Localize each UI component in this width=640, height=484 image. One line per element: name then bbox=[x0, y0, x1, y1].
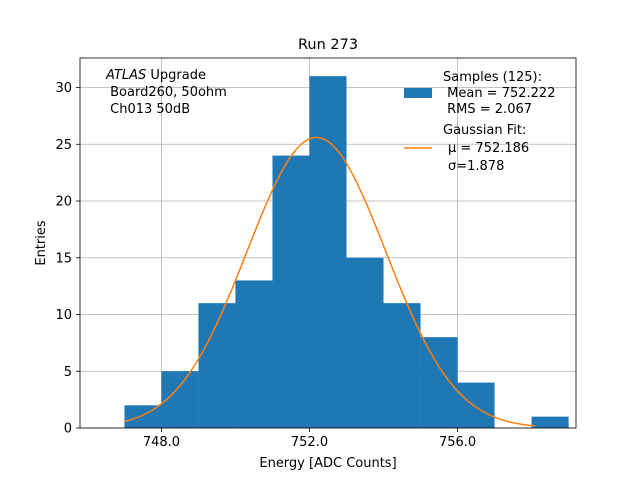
legend-samples-mean: Mean = 752.222 bbox=[443, 86, 555, 101]
y-tick-label: 5 bbox=[64, 365, 72, 380]
y-tick-label: 20 bbox=[55, 195, 72, 210]
legend-fit-title: Gaussian Fit: bbox=[443, 123, 526, 138]
histogram-bar bbox=[124, 405, 162, 428]
plot-frame bbox=[79, 57, 577, 429]
y-tick-label: 0 bbox=[64, 422, 72, 437]
legend: Samples (125): Mean = 752.222 RMS = 2.06… bbox=[404, 70, 555, 174]
annotation-atlas: ATLAS bbox=[105, 68, 146, 83]
y-tick-label: 30 bbox=[55, 81, 72, 96]
x-tick-label: 748.0 bbox=[143, 435, 180, 450]
x-tick-label: 752.0 bbox=[291, 435, 328, 450]
annotation-channel: Ch013 50dB bbox=[106, 102, 190, 117]
histogram-bar bbox=[235, 280, 273, 428]
x-axis-label: Energy [ADC Counts] bbox=[259, 456, 396, 471]
histogram-bar bbox=[161, 371, 199, 428]
histogram-bar bbox=[383, 303, 421, 428]
x-axis-ticks: 748.0 752.0 756.0 bbox=[143, 428, 476, 450]
histogram-bar bbox=[346, 257, 384, 428]
histogram-bar bbox=[309, 76, 347, 428]
annotation-board: Board260, 50ohm bbox=[106, 85, 227, 100]
y-tick-label: 10 bbox=[55, 308, 72, 323]
legend-samples-title: Samples (125): bbox=[443, 70, 542, 85]
legend-fit-mu: μ = 752.186 bbox=[448, 141, 529, 156]
annotation-upgrade: Upgrade bbox=[146, 68, 206, 83]
histogram-bars bbox=[124, 76, 569, 428]
histogram-bar bbox=[420, 337, 458, 428]
histogram-bar bbox=[272, 155, 310, 428]
svg-text:ATLAS Upgrade: ATLAS Upgrade bbox=[105, 68, 206, 83]
histogram-bar bbox=[531, 416, 569, 428]
legend-samples-swatch bbox=[404, 88, 432, 98]
atlas-annotation: ATLAS Upgrade Board260, 50ohm Ch013 50dB bbox=[105, 68, 227, 117]
x-tick-label: 756.0 bbox=[439, 435, 476, 450]
y-tick-label: 25 bbox=[55, 138, 72, 153]
gaussian-fit-curve bbox=[124, 136, 536, 427]
y-axis-ticks: 0 5 10 15 20 25 30 bbox=[55, 81, 80, 437]
y-tick-label: 15 bbox=[55, 251, 72, 266]
legend-samples-rms: RMS = 2.067 bbox=[443, 102, 532, 117]
legend-fit-sigma: σ=1.878 bbox=[448, 159, 504, 174]
histogram-bar bbox=[457, 382, 495, 428]
y-axis-label: Entries bbox=[34, 220, 49, 266]
chart-title: Run 273 bbox=[298, 37, 358, 53]
